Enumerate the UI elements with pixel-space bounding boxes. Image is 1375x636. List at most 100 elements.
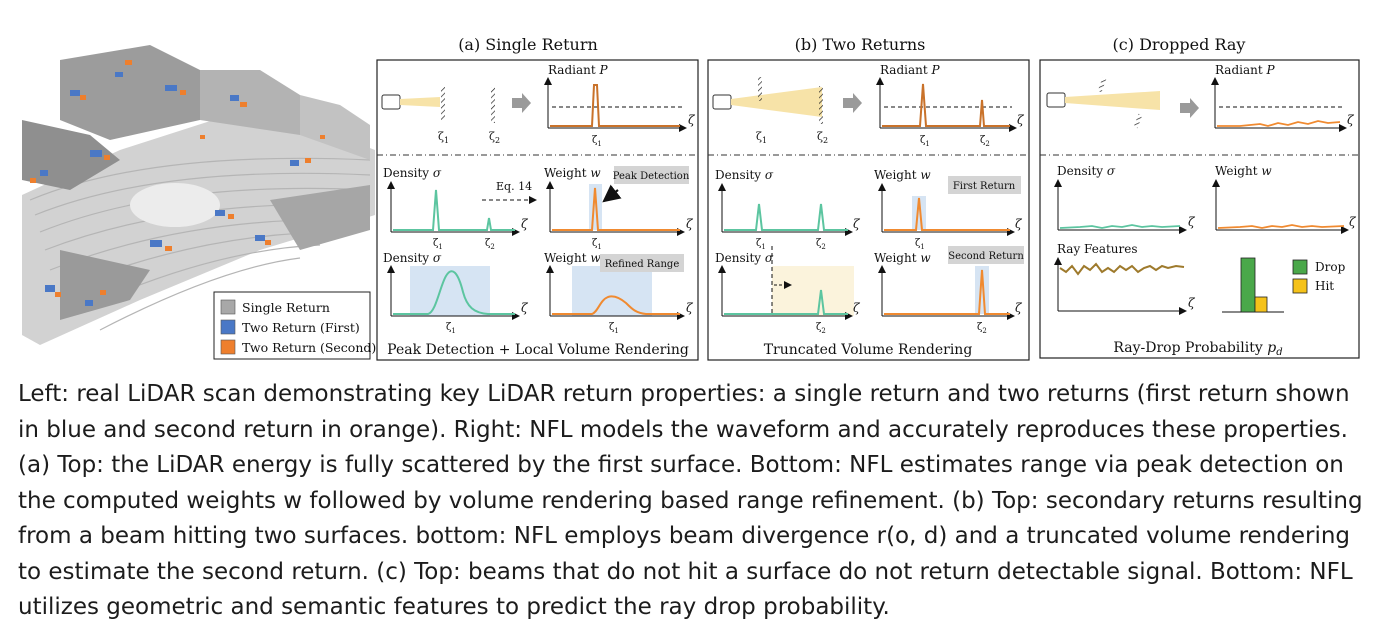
radiant-label-c: Radiant P [1215,63,1276,77]
radiant-curve [550,84,680,127]
zeta-1-tick-density: ζ1 [433,238,443,251]
zeta-axis-label-density-c: ζ [1188,215,1196,229]
first-return-highlight [912,196,926,230]
zeta-axis-label-density-b-2: ζ [853,301,861,315]
density-curve-c [1059,224,1181,229]
panel-b: ζ1 ζ2 Radiant P ζ ζ1 ζ2 Density σ ζ ζ1 ζ… [707,59,1030,361]
radiant-label: Radiant P [548,63,609,77]
second-return-badge [948,246,1024,264]
weight-curve-c [1217,224,1345,229]
ray-features-label: Ray Features [1057,242,1138,256]
beam-icon [400,97,440,107]
peak-detection-badge [614,166,689,184]
zeta-1-tick-weight: ζ1 [592,238,602,251]
density-curve [393,189,515,231]
panel-c-frame [1039,59,1360,359]
zeta-2-label: ζ2 [489,130,500,145]
zeta-1-label: ζ1 [438,130,449,145]
zeta-axis-label-weight-b-2: ζ [1015,301,1023,315]
density-curve-b [724,203,848,231]
panel-a-footer: Peak Detection + Local Volume Rendering [387,342,689,358]
weight-window [572,266,652,316]
eq-14-label: Eq. 14 [496,180,532,193]
drop-swatch [1292,259,1308,275]
zeta-axis-label-weight-c: ζ [1349,215,1357,229]
panel-a: ζ1 ζ2 Radiant P ζ ζ1 Density σ ζ ζ1 ζ2 E… [376,59,699,361]
zeta-2-tick-density-b-2: ζ2 [816,322,826,335]
figure: Single Return Two Return (First) Two Ret… [22,35,1360,361]
density-label-b-2: Density σ [715,251,774,265]
arrow-right-icon [512,93,531,113]
density-label-2: Density σ [383,251,442,265]
zeta-1-tick-b: ζ1 [920,135,930,148]
zeta-axis-label-b: ζ [1017,113,1025,127]
zeta-axis-label-density-2: ζ [521,301,529,315]
figure-caption: Left: real LiDAR scan demonstrating key … [18,381,1363,620]
surface-2-icon-b [819,86,823,124]
sensor-icon-b [712,94,732,110]
weight-curve-2 [552,295,680,315]
zeta-1-tick-weight-2: ζ1 [609,322,619,335]
zeta-1-tick-weight-b: ζ1 [915,238,925,251]
density-label: Density σ [383,166,442,180]
zeta-1-label-b: ζ1 [756,130,767,145]
panel-a-title: (a) Single Return [458,35,598,54]
legend-second: Two Return (Second) [242,340,376,355]
zeta-axis-label-features: ζ [1188,296,1196,310]
panel-c-title: (c) Dropped Ray [1113,35,1246,54]
density-curve-b-2 [724,289,848,315]
refined-range-badge [600,254,684,272]
radiant-curve-c [1217,120,1341,127]
figure-svg: Single Return Two Return (First) Two Ret… [22,35,1360,361]
zeta-1-tick-density-2: ζ1 [446,322,456,335]
first-return-badge-text: First Return [953,181,1016,192]
legend-swatch-first [220,319,236,335]
panel-c-footer: Ray-Drop Probability pd [1113,340,1282,358]
second-return-badge-text: Second Return [948,251,1024,262]
surface-2-icon [491,87,495,123]
zeta-axis-label-density: ζ [521,217,529,231]
sensor-icon-c [1046,92,1066,108]
beam-icon-b [731,87,822,117]
weight-curve-b [884,197,1010,231]
zeta-1-tick-density-b: ζ1 [756,238,766,251]
panel-b-footer: Truncated Volume Rendering [764,342,973,358]
ray-features-curve [1059,262,1185,276]
zeta-2-tick-weight-b-2: ζ2 [977,322,987,335]
zeta-axis-label: ζ [688,113,696,127]
radiant-curve-b [882,83,1010,127]
density-curve-2 [393,270,515,315]
panel-b-title: (b) Two Returns [795,35,926,54]
surface-2-icon-c [1133,113,1143,129]
hit-swatch [1292,278,1308,294]
density-window [410,266,490,316]
zeta-axis-label-weight-b: ζ [1015,217,1023,231]
weight-curve-b-2 [884,269,1010,315]
weight-label-c: Weight w [1215,164,1272,178]
zeta-2-tick-density-b: ζ2 [816,238,826,251]
zeta-axis-label-weight: ζ [686,217,694,231]
panel-c: Radiant P ζ Density σ ζ Weight w ζ Ray F… [1039,59,1360,359]
first-return-badge [948,176,1021,194]
surface-1-icon-c [1097,77,1107,93]
zeta-2-label-b: ζ2 [817,130,828,145]
zeta-axis-label-density-b: ζ [853,217,861,231]
truncation-window [772,266,854,316]
legend-swatch-second [220,339,236,355]
refined-range-badge-text: Refined Range [605,259,680,270]
sensor-icon [381,94,401,110]
zeta-axis-label-c: ζ [1347,113,1355,127]
arrow-right-icon-c [1180,98,1199,118]
zeta-1-tick: ζ1 [592,135,602,148]
surface-1-icon [441,87,445,120]
zeta-axis-label-weight-2: ζ [686,301,694,315]
weight-label-2: Weight w [544,251,601,265]
radiant-label-b: Radiant P [880,63,941,77]
hit-label: Hit [1315,279,1334,293]
peak-detection-badge-text: Peak Detection [613,171,690,182]
drop-label: Drop [1315,260,1346,274]
weight-curve [552,187,680,231]
surface-1-icon-b [758,77,762,101]
density-label-c: Density σ [1057,164,1116,178]
legend-single: Single Return [242,300,330,315]
